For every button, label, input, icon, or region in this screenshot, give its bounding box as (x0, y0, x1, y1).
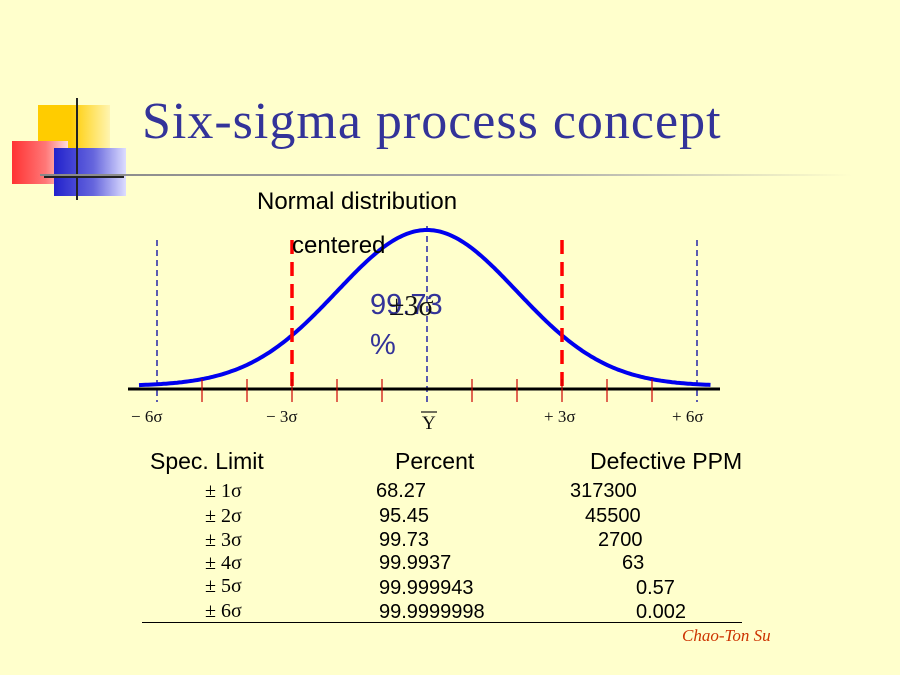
row-1-percent: 68.27 (376, 480, 427, 502)
slide-title: Six-sigma process concept (142, 93, 722, 150)
axis-label-minus-3-sigma: − 3σ (266, 407, 298, 426)
title-underline (40, 174, 852, 176)
row-3-percent: 99.73 (379, 529, 430, 551)
column-header-percent: Percent (395, 448, 475, 474)
row-6-percent: 99.9999998 (379, 601, 485, 623)
decor-vertical-line (76, 98, 78, 200)
column-header-spec-limit: Spec. Limit (150, 448, 264, 474)
inner-percent-value: 99.73 (370, 289, 443, 321)
bell-curve (138, 228, 711, 388)
axis-label-plus-6-sigma: + 6σ (672, 407, 704, 426)
row-5-spec: ± 5σ (205, 575, 242, 597)
table-bottom-rule (142, 622, 742, 623)
inner-percent-unit: % (370, 329, 396, 361)
author-credit: Chao-Ton Su (682, 626, 771, 645)
row-3-ppm: 2700 (598, 529, 643, 551)
row-2-percent: 95.45 (379, 505, 430, 527)
row-1-spec: ± 1σ (205, 480, 242, 502)
row-2-ppm: 45500 (585, 505, 641, 527)
row-5-percent: 99.999943 (379, 577, 474, 599)
row-1-ppm: 317300 (570, 480, 637, 502)
chart-heading-line2: centered (292, 232, 386, 259)
row-5-ppm: 0.57 (636, 577, 675, 599)
column-header-defective-ppm: Defective PPM (590, 448, 743, 474)
decor-blue-square (54, 148, 126, 196)
row-4-spec: ± 4σ (205, 552, 242, 574)
row-3-spec: ± 3σ (205, 529, 242, 551)
axis-label-minus-6-sigma: − 6σ (131, 407, 163, 426)
inner-sigma-label: ±3σ (389, 291, 434, 322)
axis-label-plus-3-sigma: + 3σ (544, 407, 576, 426)
axis-label-mean: Y (422, 413, 436, 434)
row-4-ppm: 63 (622, 552, 645, 574)
row-6-spec: ± 6σ (205, 600, 242, 622)
row-6-ppm: 0.002 (636, 601, 687, 623)
decor-horizontal-line (44, 176, 124, 178)
row-4-percent: 99.9937 (379, 552, 452, 574)
row-2-spec: ± 2σ (205, 505, 242, 527)
chart-heading-line1: Normal distribution (257, 188, 458, 215)
